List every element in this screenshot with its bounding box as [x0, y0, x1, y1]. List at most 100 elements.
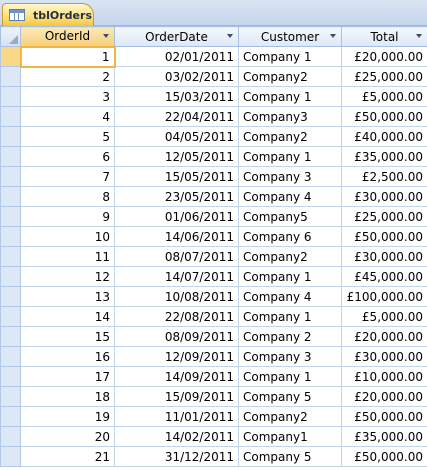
cell-customer[interactable]: Company 1	[238, 146, 342, 167]
chevron-down-icon[interactable]	[330, 34, 336, 38]
cell-orderid[interactable]: 20	[20, 426, 115, 447]
cell-orderid[interactable]: 12	[20, 266, 115, 287]
table-row[interactable]: 3 15/03/2011 Company 1 £5,000.00	[0, 86, 427, 107]
table-row[interactable]: 20 14/02/2011 Company1 £35,000.00	[0, 426, 427, 447]
cell-orderid[interactable]: 7	[20, 166, 115, 187]
cell-customer[interactable]: Company2	[238, 126, 342, 147]
column-header-orderdate[interactable]: OrderDate	[114, 26, 239, 47]
table-row[interactable]: 18 15/09/2011 Company 5 £20,000.00	[0, 386, 427, 407]
table-row[interactable]: 12 14/07/2011 Company 1 £45,000.00	[0, 266, 427, 287]
cell-orderid[interactable]: 3	[20, 86, 115, 107]
cell-orderdate[interactable]: 02/01/2011	[114, 46, 239, 67]
cell-orderid[interactable]: 4	[20, 106, 115, 127]
column-header-customer[interactable]: Customer	[238, 26, 342, 47]
cell-orderdate[interactable]: 15/05/2011	[114, 166, 239, 187]
cell-total[interactable]: £20,000.00	[341, 46, 427, 67]
row-selector[interactable]	[0, 126, 21, 147]
row-selector[interactable]	[0, 226, 21, 247]
cell-customer[interactable]: Company 4	[238, 286, 342, 307]
table-row[interactable]: 10 14/06/2011 Company 6 £50,000.00	[0, 226, 427, 247]
table-row[interactable]: 1 02/01/2011 Company 1 £20,000.00	[0, 45, 427, 68]
cell-orderid[interactable]: 10	[20, 226, 115, 247]
cell-total[interactable]: £50,000.00	[341, 406, 427, 427]
table-row[interactable]: 21 31/12/2011 Company 5 £50,000.00	[0, 446, 427, 467]
cell-orderid[interactable]: 16	[20, 346, 115, 367]
cell-total[interactable]: £20,000.00	[341, 386, 427, 407]
cell-orderid[interactable]: 9	[20, 206, 115, 227]
cell-orderid[interactable]: 17	[20, 366, 115, 387]
cell-customer[interactable]: Company 1	[238, 366, 342, 387]
select-all-corner[interactable]	[0, 26, 21, 47]
cell-total[interactable]: £35,000.00	[341, 426, 427, 447]
row-selector[interactable]	[0, 286, 21, 307]
cell-customer[interactable]: Company 5	[238, 386, 342, 407]
row-selector[interactable]	[0, 66, 21, 87]
cell-customer[interactable]: Company 1	[238, 306, 342, 327]
cell-orderid[interactable]: 2	[20, 66, 115, 87]
cell-orderdate[interactable]: 08/09/2011	[114, 326, 239, 347]
row-selector[interactable]	[0, 106, 21, 127]
cell-orderid[interactable]: 1	[19, 45, 116, 68]
chevron-down-icon[interactable]	[416, 34, 422, 38]
cell-orderdate[interactable]: 04/05/2011	[114, 126, 239, 147]
cell-total[interactable]: £5,000.00	[341, 306, 427, 327]
cell-orderdate[interactable]: 12/05/2011	[114, 146, 239, 167]
cell-total[interactable]: £45,000.00	[341, 266, 427, 287]
cell-orderid[interactable]: 11	[20, 246, 115, 267]
table-row[interactable]: 7 15/05/2011 Company 3 £2,500.00	[0, 166, 427, 187]
cell-orderdate[interactable]: 14/06/2011	[114, 226, 239, 247]
cell-orderid[interactable]: 8	[20, 186, 115, 207]
table-row[interactable]: 15 08/09/2011 Company 2 £20,000.00	[0, 326, 427, 347]
cell-orderid[interactable]: 14	[20, 306, 115, 327]
cell-customer[interactable]: Company3	[238, 106, 342, 127]
row-selector[interactable]	[0, 326, 21, 347]
table-row[interactable]: 6 12/05/2011 Company 1 £35,000.00	[0, 146, 427, 167]
cell-orderid[interactable]: 15	[20, 326, 115, 347]
cell-customer[interactable]: Company 4	[238, 186, 342, 207]
row-selector[interactable]	[0, 446, 21, 467]
row-selector[interactable]	[0, 386, 21, 407]
cell-orderid[interactable]: 18	[20, 386, 115, 407]
cell-total[interactable]: £100,000.00	[341, 286, 427, 307]
cell-total[interactable]: £30,000.00	[341, 186, 427, 207]
row-selector[interactable]	[0, 426, 21, 447]
cell-orderdate[interactable]: 11/01/2011	[114, 406, 239, 427]
table-row[interactable]: 17 14/09/2011 Company 1 £10,000.00	[0, 366, 427, 387]
cell-orderdate[interactable]: 15/09/2011	[114, 386, 239, 407]
table-row[interactable]: 2 03/02/2011 Company2 £25,000.00	[0, 66, 427, 87]
cell-total[interactable]: £40,000.00	[341, 126, 427, 147]
cell-total[interactable]: £50,000.00	[341, 446, 427, 467]
cell-orderdate[interactable]: 31/12/2011	[114, 446, 239, 467]
cell-customer[interactable]: Company2	[238, 406, 342, 427]
cell-orderdate[interactable]: 22/04/2011	[114, 106, 239, 127]
cell-customer[interactable]: Company 3	[238, 166, 342, 187]
row-selector[interactable]	[0, 166, 21, 187]
cell-customer[interactable]: Company 1	[238, 266, 342, 287]
column-header-total[interactable]: Total	[341, 26, 427, 47]
row-selector[interactable]	[0, 406, 21, 427]
cell-total[interactable]: £25,000.00	[341, 66, 427, 87]
table-row[interactable]: 5 04/05/2011 Company2 £40,000.00	[0, 126, 427, 147]
row-selector[interactable]	[0, 86, 21, 107]
cell-orderid[interactable]: 21	[20, 446, 115, 467]
cell-orderdate[interactable]: 03/02/2011	[114, 66, 239, 87]
cell-orderdate[interactable]: 14/02/2011	[114, 426, 239, 447]
cell-orderid[interactable]: 19	[20, 406, 115, 427]
chevron-down-icon[interactable]	[227, 34, 233, 38]
column-header-orderid[interactable]: OrderId	[20, 26, 115, 47]
cell-orderdate[interactable]: 14/09/2011	[114, 366, 239, 387]
cell-customer[interactable]: Company 2	[238, 326, 342, 347]
row-selector[interactable]	[0, 366, 21, 387]
table-row[interactable]: 4 22/04/2011 Company3 £50,000.00	[0, 106, 427, 127]
cell-orderdate[interactable]: 10/08/2011	[114, 286, 239, 307]
table-row[interactable]: 13 10/08/2011 Company 4 £100,000.00	[0, 286, 427, 307]
cell-customer[interactable]: Company 6	[238, 226, 342, 247]
cell-total[interactable]: £2,500.00	[341, 166, 427, 187]
row-selector[interactable]	[0, 186, 21, 207]
cell-total[interactable]: £50,000.00	[341, 226, 427, 247]
cell-orderdate[interactable]: 22/08/2011	[114, 306, 239, 327]
row-selector[interactable]	[0, 246, 21, 267]
cell-customer[interactable]: Company 5	[238, 446, 342, 467]
cell-total[interactable]: £20,000.00	[341, 326, 427, 347]
row-selector[interactable]	[0, 146, 21, 167]
